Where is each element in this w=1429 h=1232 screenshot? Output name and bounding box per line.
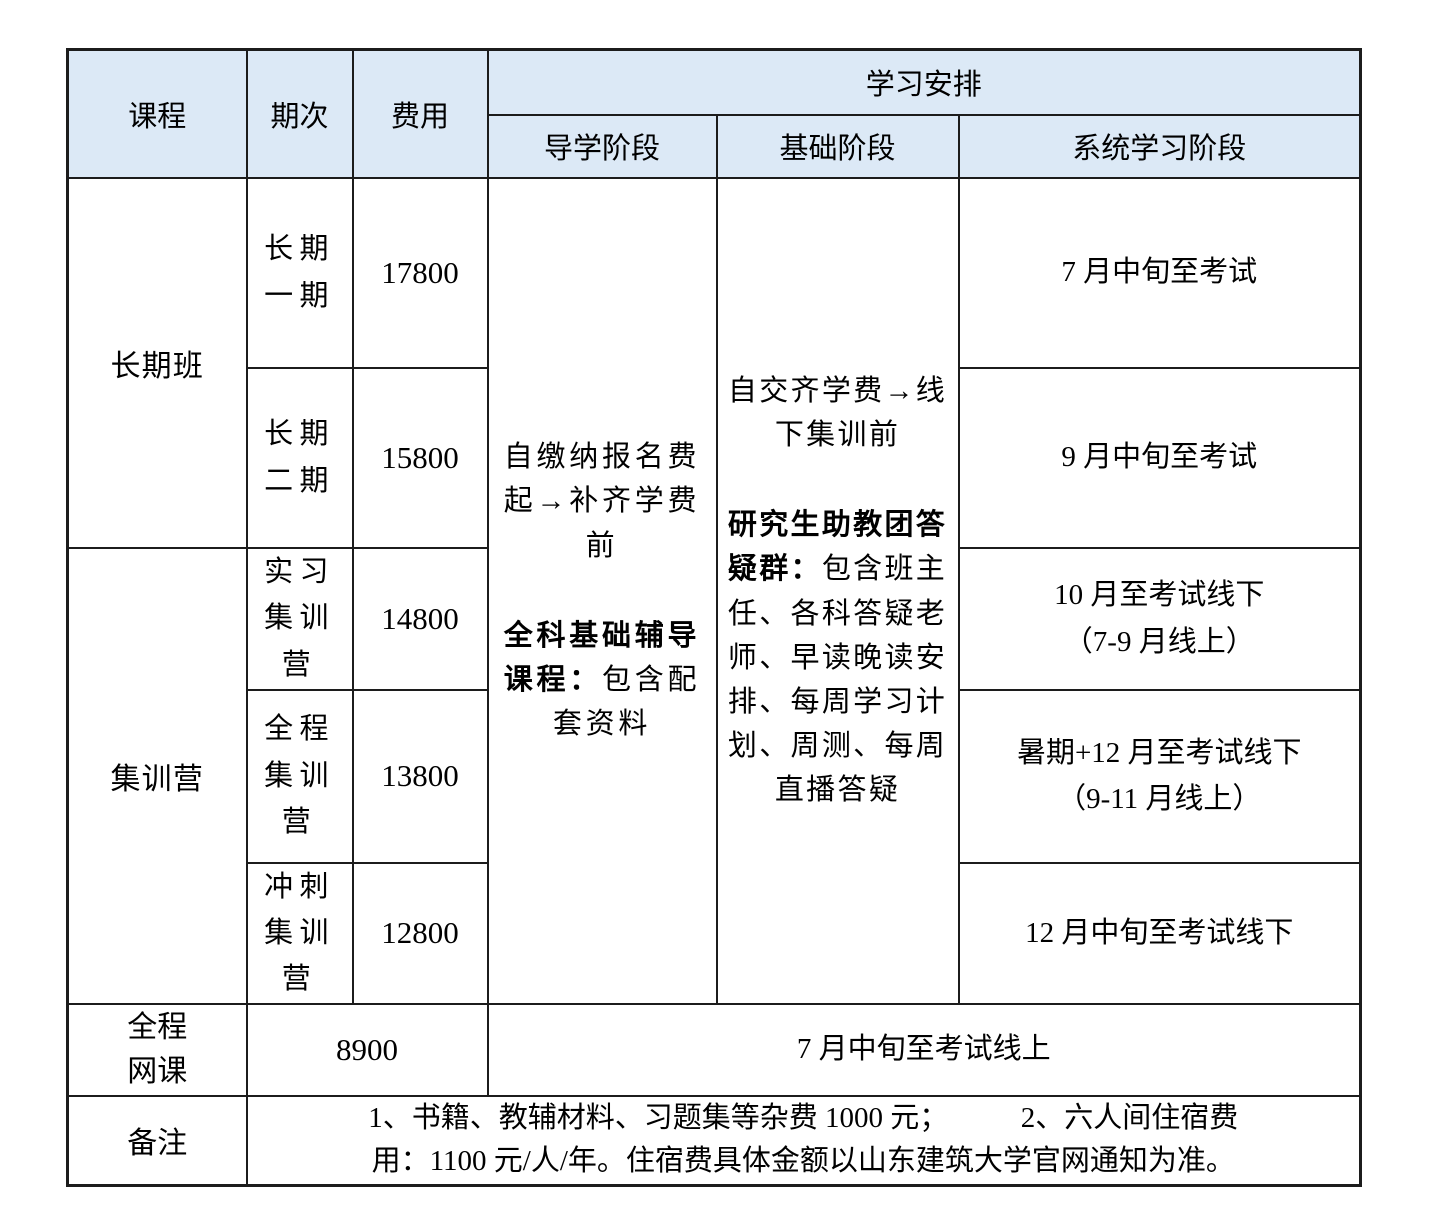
guide-phase-rest: 包含配套资料 bbox=[552, 663, 701, 740]
course-group-long-term: 长期班 bbox=[66, 176, 248, 549]
arrangement-header: 学习安排 bbox=[486, 48, 1362, 116]
guide-phase-cell: 自缴纳报名费起→补齐学费前 全科基础辅导课程：包含配套资料 bbox=[486, 176, 718, 1005]
system-stage-header: 系统学习阶段 bbox=[957, 113, 1362, 179]
period-header: 期次 bbox=[245, 48, 354, 179]
guide-phase-paragraph-2: 全科基础辅导课程：包含配套资料 bbox=[490, 614, 715, 746]
fee-cell-camp-2: 13800 bbox=[351, 688, 489, 864]
fee-cell-online: 8900 bbox=[245, 1002, 489, 1097]
fee-cell-camp-1: 14800 bbox=[351, 546, 489, 691]
notes-label: 备注 bbox=[66, 1094, 248, 1187]
course-group-camp: 集训营 bbox=[66, 546, 248, 1005]
period-cell-long-term-1: 长期 一期 bbox=[245, 176, 354, 369]
fee-cell-long-term-1: 17800 bbox=[351, 176, 489, 369]
course-group-online: 全程 网课 bbox=[66, 1002, 248, 1097]
foundation-phase-paragraph-1: 自交齐学费→线下集训前 bbox=[727, 375, 948, 452]
fee-cell-long-term-2: 15800 bbox=[351, 366, 489, 549]
guide-stage-header: 导学阶段 bbox=[486, 113, 718, 179]
foundation-phase-cell: 自交齐学费→线下集训前 研究生助教团答疑群：包含班主任、各科答疑老师、早读晚读安… bbox=[715, 176, 960, 1005]
foundation-stage-header: 基础阶段 bbox=[715, 113, 960, 179]
fee-cell-camp-3: 12800 bbox=[351, 861, 489, 1005]
course-price-table: 课程 期次 费用 学习安排 导学阶段 基础阶段 系统学习阶段 长期班 长期 一期… bbox=[66, 48, 1363, 1187]
system-schedule-cell-camp-3: 12 月中旬至考试线下 bbox=[957, 861, 1362, 1005]
system-schedule-cell-online: 7 月中旬至考试线上 bbox=[486, 1002, 1362, 1097]
system-schedule-cell-camp-1: 10 月至考试线下 （7-9 月线上） bbox=[957, 546, 1362, 691]
notes-text: 1、书籍、教辅材料、习题集等杂费 1000 元； 2、六人间住宿费 用：1100… bbox=[245, 1094, 1362, 1187]
system-schedule-cell-long-term-1: 7 月中旬至考试 bbox=[957, 176, 1362, 369]
period-cell-long-term-2: 长期 二期 bbox=[245, 366, 354, 549]
page: 课程 期次 费用 学习安排 导学阶段 基础阶段 系统学习阶段 长期班 长期 一期… bbox=[66, 48, 1363, 1187]
course-header: 课程 bbox=[66, 48, 248, 179]
system-schedule-cell-camp-2: 暑期+12 月至考试线下 （9-11 月线上） bbox=[957, 688, 1362, 864]
foundation-phase-paragraph-2: 研究生助教团答疑群：包含班主任、各科答疑老师、早读晚读安排、每周学习计划、周测、… bbox=[719, 503, 957, 812]
period-cell-camp-3: 冲刺 集训 营 bbox=[245, 861, 354, 1005]
guide-phase-lead: 全科基础辅导课程： bbox=[503, 619, 701, 696]
fee-header: 费用 bbox=[351, 48, 489, 179]
period-cell-camp-2: 全程 集训 营 bbox=[245, 688, 354, 864]
guide-phase-paragraph-1: 自缴纳报名费起→补齐学费前 bbox=[503, 441, 701, 562]
foundation-phase-rest: 包含班主任、各科答疑老师、早读晚读安排、每周学习计划、周测、每周直播答疑 bbox=[727, 553, 948, 806]
period-cell-camp-1: 实习 集训 营 bbox=[245, 546, 354, 691]
system-schedule-cell-long-term-2: 9 月中旬至考试 bbox=[957, 366, 1362, 549]
foundation-phase-lead: 研究生助教团答疑群： bbox=[727, 509, 948, 586]
